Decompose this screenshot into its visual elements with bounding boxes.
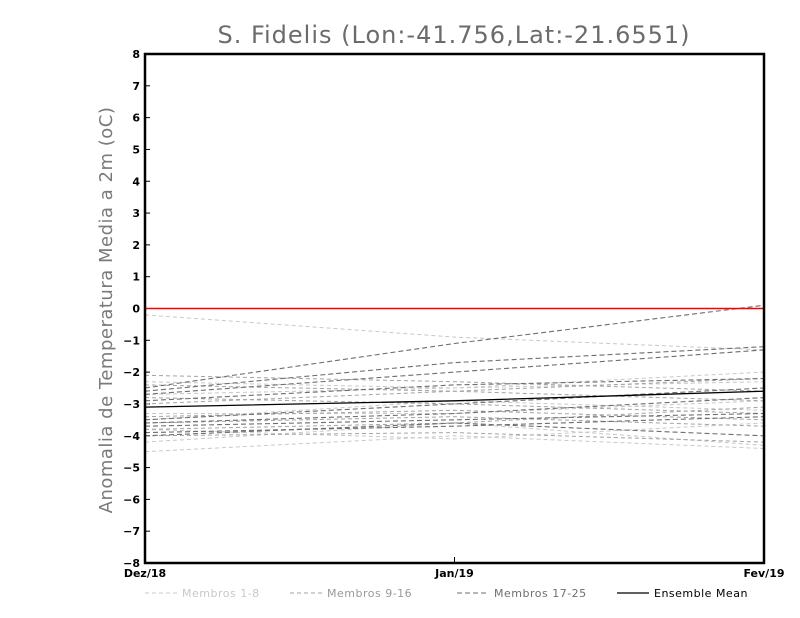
y-tick-label: −7 — [123, 525, 140, 538]
y-tick-label: −2 — [123, 366, 140, 379]
member-line-group-2 — [144, 390, 765, 405]
legend-label: Membros 9-16 — [327, 587, 412, 600]
member-line-group-1 — [144, 381, 765, 395]
member-line-group-1 — [144, 371, 765, 389]
y-tick-label: 1 — [132, 271, 140, 284]
member-line-group-1 — [145, 400, 765, 414]
member-line-group-1 — [144, 435, 765, 453]
chart-title: S. Fidelis (Lon:-41.756,Lat:-21.6551) — [217, 21, 690, 49]
y-tick-label: −1 — [123, 334, 140, 347]
member-line-group-3 — [144, 397, 765, 424]
y-tick-label: −8 — [123, 557, 140, 570]
y-tick-label: −5 — [123, 462, 140, 475]
y-tick-label: 8 — [132, 48, 140, 61]
member-line-group-3 — [144, 387, 765, 421]
ensemble-mean-line — [144, 390, 765, 408]
y-tick-label: 2 — [132, 239, 140, 252]
legend: Membros 1-8 Membros 9-16 Membros 17-25 Ense… — [145, 587, 748, 600]
x-tick-label: Fev/19 — [743, 567, 784, 580]
member-line-group-3 — [144, 346, 765, 392]
y-tick-label: −6 — [123, 493, 140, 506]
member-line-group-3 — [144, 416, 765, 434]
member-line-group-2 — [144, 406, 765, 430]
member-line-group-2 — [144, 378, 765, 392]
member-line-group-3 — [144, 412, 765, 427]
member-line-group-2 — [144, 397, 765, 414]
y-tick-label: 7 — [132, 80, 140, 93]
member-line-group-2 — [144, 374, 765, 392]
member-line-group-2 — [144, 409, 765, 421]
member-line-group-3 — [144, 422, 765, 437]
y-axis-label: Anomalia de Temperatura Media a 2m (oC) — [96, 107, 117, 514]
y-tick-label: 4 — [132, 175, 140, 188]
member-line-group-1 — [144, 422, 765, 440]
member-line-group-1 — [144, 422, 765, 446]
plot-frame — [143, 52, 766, 565]
member-line-group-1 — [144, 314, 765, 351]
member-line-group-3 — [144, 304, 765, 389]
y-tick-label: 6 — [132, 112, 140, 125]
member-line-group-2 — [144, 416, 765, 427]
y-tick-label: 0 — [132, 303, 140, 316]
x-tick-label: Dez/18 — [124, 567, 166, 580]
legend-label: Membros 17-25 — [494, 587, 587, 600]
legend-label: Ensemble Mean — [654, 587, 748, 600]
legend-label: Membros 1-8 — [182, 587, 260, 600]
member-line-group-3 — [144, 377, 765, 402]
y-tick-label: −3 — [123, 398, 140, 411]
member-line-group-2 — [144, 432, 765, 443]
y-tick-label: −4 — [123, 430, 140, 443]
y-tick-label: 5 — [132, 143, 140, 156]
x-tick-label: Jan/19 — [434, 567, 474, 580]
y-tick-label: 3 — [132, 207, 140, 220]
